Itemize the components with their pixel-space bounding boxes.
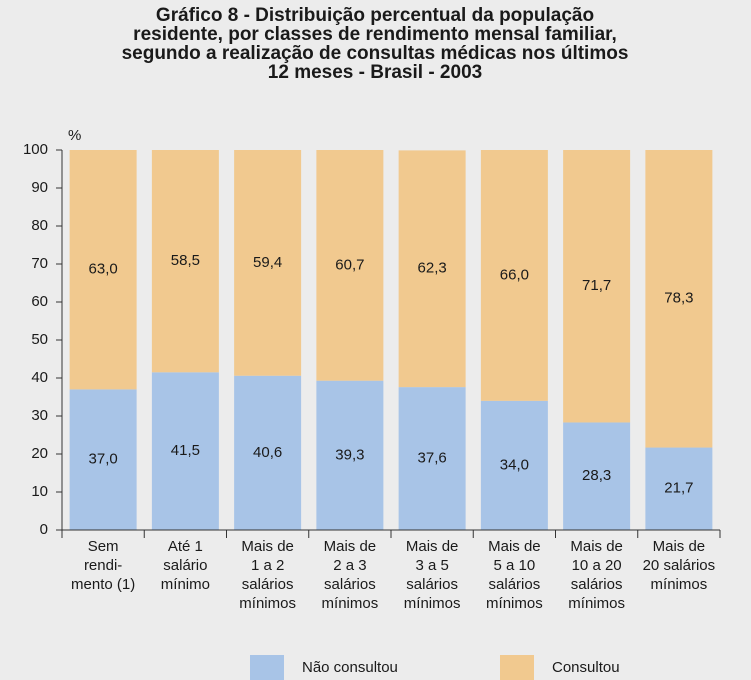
data-label: 37,6 — [418, 450, 447, 467]
bar-segment — [316, 150, 384, 381]
legend-swatch — [500, 655, 534, 680]
x-tick-label: 3 a 5 — [415, 557, 448, 574]
data-label: 58,5 — [171, 252, 200, 269]
y-tick-label: 60 — [31, 293, 48, 310]
bar-segment — [398, 387, 466, 530]
x-tick-label: 2 a 3 — [333, 557, 366, 574]
bar-segment — [563, 422, 631, 530]
y-axis-label: % — [68, 127, 81, 144]
y-tick-label: 80 — [31, 217, 48, 234]
data-label: 66,0 — [500, 266, 529, 283]
x-tick-label: rendi- — [84, 557, 122, 574]
bar-segment — [234, 375, 302, 530]
y-tick-label: 10 — [31, 483, 48, 500]
x-tick-label: Mais de — [241, 538, 294, 555]
x-tick-label: Mais de — [570, 538, 623, 555]
bar-segment — [563, 150, 631, 423]
bar-segment — [69, 150, 137, 390]
chart-title: 12 meses - Brasil - 2003 — [268, 62, 482, 83]
x-tick-label: Até 1 — [168, 538, 203, 555]
bar-segment — [69, 389, 137, 530]
data-label: 62,3 — [418, 260, 447, 277]
bar-segment — [645, 150, 713, 448]
x-tick-label: mínimos — [322, 595, 379, 612]
x-tick-label: 10 a 20 — [572, 557, 622, 574]
data-label: 71,7 — [582, 277, 611, 294]
bar-segment — [234, 150, 302, 376]
y-tick-label: 30 — [31, 407, 48, 424]
y-tick-label: 0 — [40, 521, 48, 538]
y-tick-label: 70 — [31, 255, 48, 272]
x-tick-label: Sem — [88, 538, 119, 555]
x-tick-label: salários — [324, 576, 376, 593]
y-tick-label: 50 — [31, 331, 48, 348]
x-tick-label: salários — [242, 576, 294, 593]
data-label: 21,7 — [664, 480, 693, 497]
data-label: 39,3 — [335, 446, 364, 463]
x-tick-label: 20 salários — [643, 557, 716, 574]
bar-segment — [645, 447, 713, 530]
bar-segment — [151, 150, 219, 373]
x-tick-label: mínimos — [404, 595, 461, 612]
x-tick-label: mínimos — [651, 576, 708, 593]
data-label: 40,6 — [253, 444, 282, 461]
x-tick-label: Mais de — [324, 538, 377, 555]
data-label: 63,0 — [89, 261, 118, 278]
data-label: 28,3 — [582, 467, 611, 484]
data-label: 78,3 — [664, 290, 693, 307]
x-tick-label: Mais de — [488, 538, 541, 555]
data-label: 41,5 — [171, 442, 200, 459]
chart-title: Gráfico 8 - Distribuição percentual da p… — [156, 5, 594, 26]
x-tick-label: salário — [163, 557, 207, 574]
y-tick-label: 100 — [23, 141, 48, 158]
data-label: 37,0 — [89, 451, 118, 468]
y-tick-label: 40 — [31, 369, 48, 386]
x-tick-label: 1 a 2 — [251, 557, 284, 574]
legend-swatch — [250, 655, 284, 680]
y-tick-label: 90 — [31, 179, 48, 196]
bar-segment — [480, 400, 548, 530]
data-label: 59,4 — [253, 254, 282, 271]
x-tick-label: Mais de — [653, 538, 706, 555]
bar-segment — [398, 150, 466, 388]
data-label: 60,7 — [335, 256, 364, 273]
x-tick-label: mento (1) — [71, 576, 135, 593]
y-tick-label: 20 — [31, 445, 48, 462]
x-tick-label: 5 a 10 — [494, 557, 536, 574]
legend-label: Consultou — [552, 659, 620, 676]
bar-segment — [316, 380, 384, 530]
x-tick-label: mínimos — [568, 595, 625, 612]
x-tick-label: salários — [571, 576, 623, 593]
data-label: 34,0 — [500, 456, 529, 473]
bar-segment — [151, 372, 219, 530]
bar-segment — [480, 150, 548, 401]
x-tick-label: salários — [489, 576, 541, 593]
chart-title: segundo a realização de consultas médica… — [122, 43, 629, 64]
x-tick-label: mínimos — [239, 595, 296, 612]
x-tick-label: mínimos — [486, 595, 543, 612]
legend-label: Não consultou — [302, 659, 398, 676]
x-tick-label: salários — [406, 576, 458, 593]
x-tick-label: Mais de — [406, 538, 459, 555]
chart-title: residente, por classes de rendimento men… — [133, 24, 617, 45]
x-tick-label: mínimo — [161, 576, 210, 593]
